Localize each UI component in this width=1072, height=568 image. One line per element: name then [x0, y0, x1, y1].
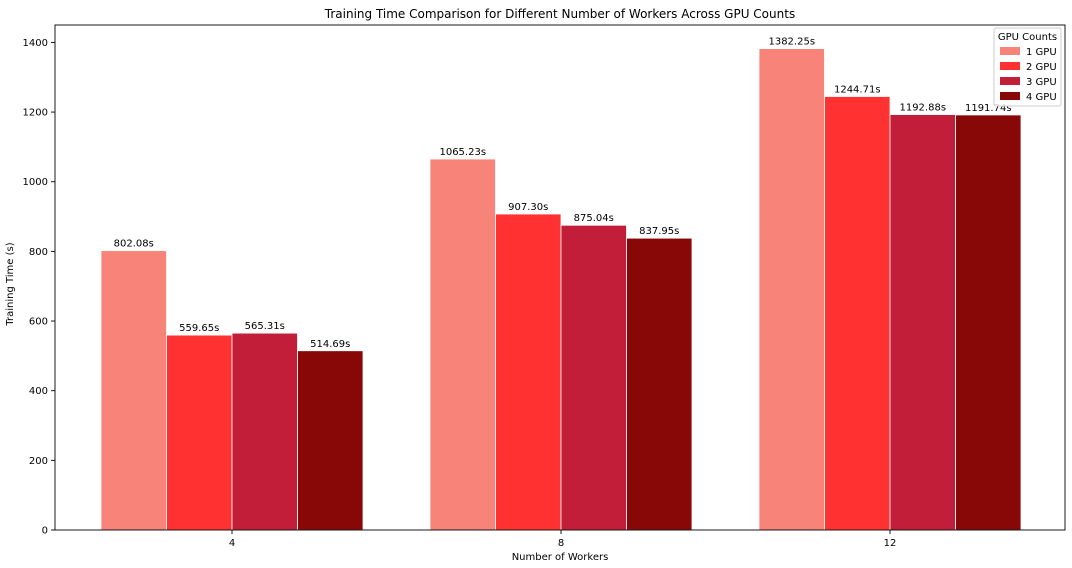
legend-entry-label: 3 GPU: [1026, 77, 1057, 88]
bar-1-gpu-8: [429, 158, 496, 531]
x-axis-label: Number of Workers: [512, 552, 609, 563]
bar-3-gpu-8: [560, 224, 627, 531]
y-tick-label: 800: [29, 247, 48, 258]
legend-swatch: [1000, 92, 1020, 100]
data-label: 837.95s: [639, 226, 679, 237]
plot-area: 802.08s1065.23s1382.25s559.65s907.30s124…: [23, 24, 1066, 549]
data-label: 514.69s: [310, 339, 350, 350]
y-tick-label: 0: [42, 526, 48, 537]
legend: GPU Counts 1 GPU 2 GPU 3 GPU 4 GPU: [993, 27, 1062, 107]
data-label: 1065.23s: [439, 147, 486, 158]
data-label: 907.30s: [508, 202, 548, 213]
y-tick-label: 200: [29, 456, 48, 467]
bar-1-gpu-4: [100, 250, 167, 531]
y-axis-label: Training Time (s): [5, 242, 16, 326]
data-label: 1244.71s: [834, 85, 881, 96]
data-label: 802.08s: [114, 239, 154, 250]
legend-entry-label: 2 GPU: [1026, 62, 1057, 73]
plot-frame: [54, 24, 1066, 531]
bar-4-gpu-12: [955, 114, 1022, 531]
data-label: 565.31s: [245, 321, 285, 332]
y-tick-label: 1200: [23, 108, 48, 119]
x-tick-label: 8: [558, 538, 564, 549]
legend-title: GPU Counts: [998, 32, 1057, 43]
data-label: 559.65s: [179, 323, 219, 334]
legend-swatch: [1000, 47, 1020, 55]
y-tick-label: 400: [29, 386, 48, 397]
bar-2-gpu-12: [824, 96, 891, 531]
data-label: 1191.74s: [965, 103, 1012, 114]
legend-entry-label: 4 GPU: [1026, 92, 1057, 103]
y-tick-label: 1400: [23, 38, 48, 49]
chart-title: Training Time Comparison for Different N…: [324, 7, 795, 21]
bar-1-gpu-12: [758, 48, 825, 531]
bar-2-gpu-4: [166, 334, 233, 531]
legend-entry-label: 1 GPU: [1026, 47, 1057, 58]
bar-3-gpu-12: [889, 114, 956, 531]
bar-4-gpu-4: [297, 350, 364, 531]
legend-swatch: [1000, 62, 1020, 70]
bar-2-gpu-8: [495, 213, 562, 531]
x-tick-label: 4: [229, 538, 235, 549]
y-tick-label: 600: [29, 317, 48, 328]
x-tick-label: 12: [884, 538, 897, 549]
legend-swatch: [1000, 77, 1020, 85]
data-label: 1382.25s: [768, 37, 815, 48]
bar-4-gpu-8: [626, 237, 693, 531]
y-tick-label: 1000: [23, 177, 48, 188]
bar-3-gpu-4: [231, 332, 298, 531]
data-label: 1192.88s: [899, 103, 946, 114]
data-label: 875.04s: [574, 213, 614, 224]
